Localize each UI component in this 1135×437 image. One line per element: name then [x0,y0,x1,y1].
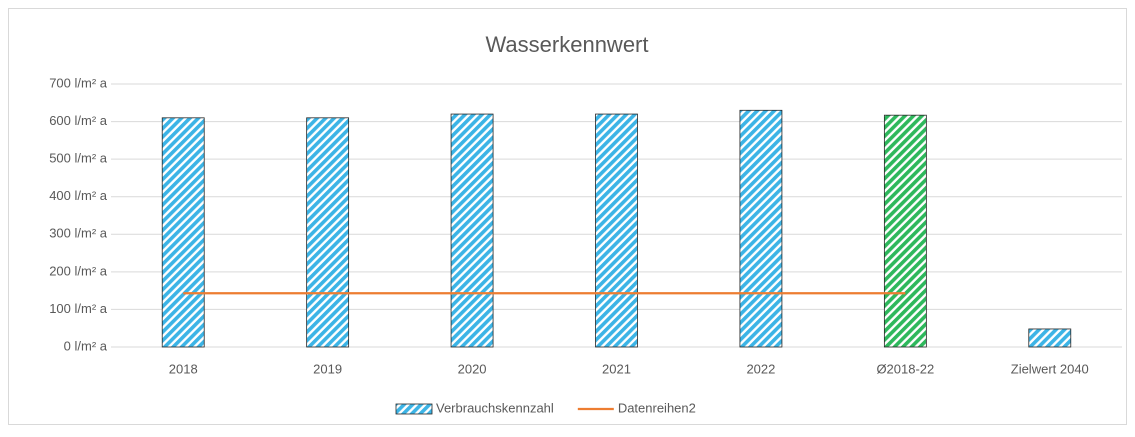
bar [595,113,638,348]
x-tick-label: Zielwert 2040 [1011,361,1089,376]
y-tick-label: 500 l/m² a [49,151,108,166]
legend-label: Verbrauchskennzahl [436,400,554,415]
x-tick-label: 2022 [746,361,775,376]
x-tick-label: 2020 [458,361,487,376]
y-tick-label: 400 l/m² a [49,188,108,203]
bar [739,109,783,348]
x-tick-label: 2021 [602,361,631,376]
legend-label: Datenreihen2 [618,400,696,415]
y-tick-label: 200 l/m² a [49,263,108,278]
x-tick-label: Ø2018-22 [876,361,934,376]
y-tick-label: 600 l/m² a [49,113,108,128]
bar [161,117,205,348]
y-tick-label: 0 l/m² a [64,338,108,353]
bar [450,113,494,348]
x-tick-label: 2018 [169,361,198,376]
bar [883,114,927,348]
y-tick-label: 300 l/m² a [49,226,108,241]
x-tick-label: 2019 [313,361,342,376]
y-tick-label: 700 l/m² a [49,75,108,90]
legend-swatch [395,403,433,415]
y-tick-label: 100 l/m² a [49,301,108,316]
chart-title: Wasserkennwert [485,32,648,57]
bar [306,117,350,348]
bar [1028,328,1072,348]
